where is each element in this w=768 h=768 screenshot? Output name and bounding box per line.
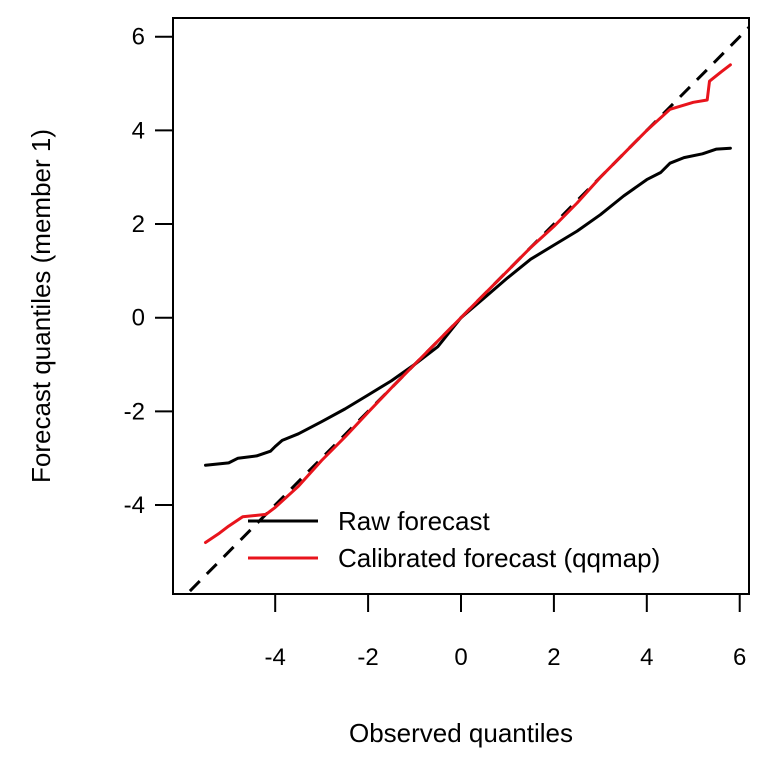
legend-label-calibrated-forecast: Calibrated forecast (qqmap) [338, 543, 660, 573]
x-axis: -4 -2 0 2 4 6 [265, 593, 746, 671]
data-layer [184, 26, 749, 594]
y-tick-label: 2 [132, 211, 145, 238]
x-tick-label: 4 [640, 644, 653, 671]
x-tick-label: 6 [733, 644, 746, 671]
y-tick-label: -2 [124, 398, 145, 425]
y-tick-label: -4 [124, 492, 145, 519]
y-tick-label: 4 [132, 117, 145, 144]
y-axis: -4 -2 0 2 4 6 [124, 24, 174, 519]
x-tick-label: 0 [454, 644, 467, 671]
x-axis-label: Observed quantiles [349, 718, 573, 748]
x-tick-label: -4 [265, 644, 286, 671]
legend: Raw forecast Calibrated forecast (qqmap) [248, 506, 660, 573]
legend-label-raw-forecast: Raw forecast [338, 506, 490, 536]
x-tick-label: 2 [547, 644, 560, 671]
series-line-calibrated-forecast [204, 63, 732, 544]
y-axis-label: Forecast quantiles (member 1) [26, 129, 56, 483]
y-tick-label: 0 [132, 305, 145, 332]
x-tick-label: -2 [357, 644, 378, 671]
y-tick-label: 6 [132, 24, 145, 51]
